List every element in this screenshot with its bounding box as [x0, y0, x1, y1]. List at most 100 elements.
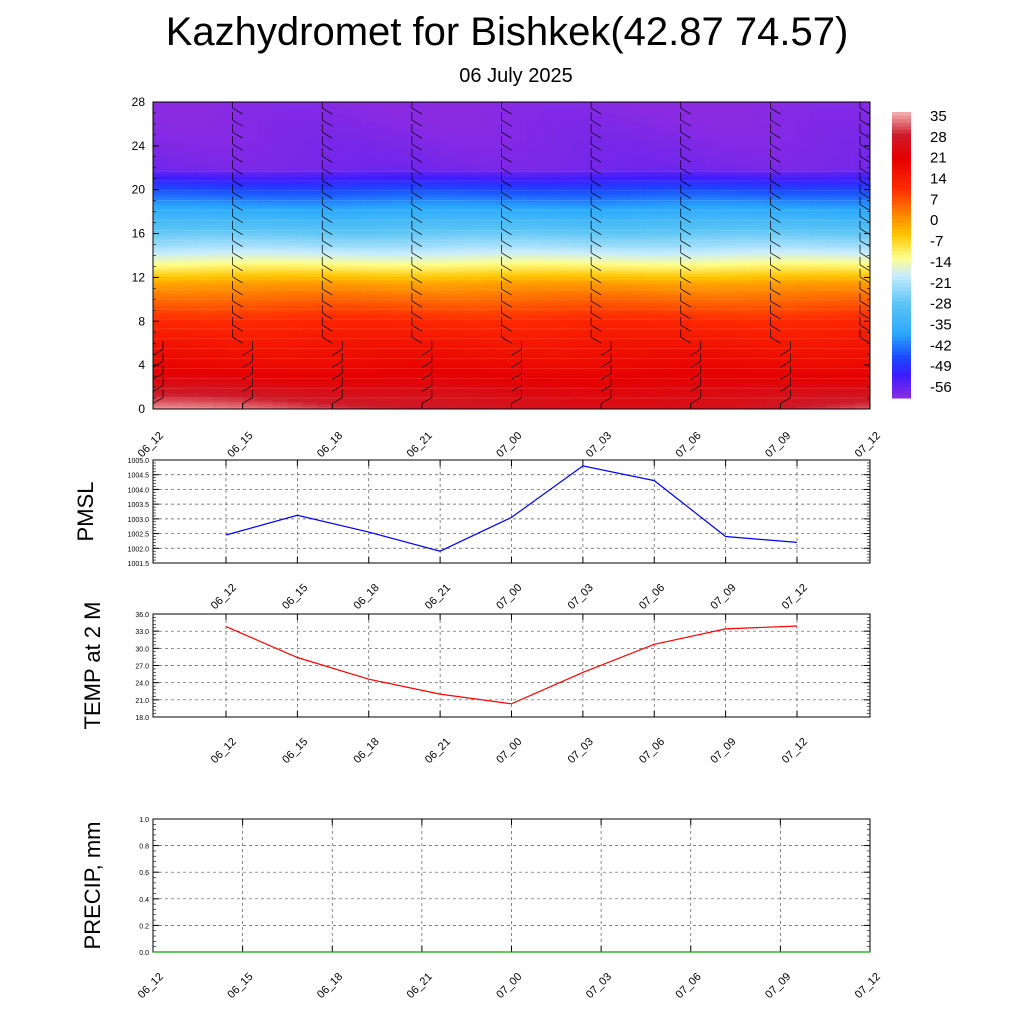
heatmap-cell: [481, 112, 498, 116]
heatmap-cell: [556, 385, 572, 390]
heatmap-cell: [212, 275, 229, 280]
heatmap-cell: [496, 319, 513, 323]
heatmap-cell: [735, 171, 752, 175]
heatmap-cell: [212, 168, 229, 172]
heatmap-cell: [556, 181, 572, 185]
heatmap-cell: [182, 183, 199, 188]
heatmap-cell: [750, 375, 767, 379]
heatmap-cell: [317, 319, 333, 323]
heatmap-cell: [496, 298, 513, 303]
heatmap-cell: [227, 355, 244, 359]
heatmap-cell: [645, 322, 662, 326]
heatmap-cell: [197, 242, 214, 246]
heatmap-cell: [272, 347, 289, 351]
heatmap-cell: [406, 178, 423, 182]
heatmap-cell: [332, 171, 348, 175]
heatmap-cell: [317, 401, 333, 405]
heatmap-cell: [153, 342, 169, 346]
heatmap-cell: [272, 148, 289, 152]
heatmap-cell: [571, 398, 587, 402]
heatmap-cell: [571, 263, 587, 267]
heatmap-cell: [347, 255, 363, 259]
heatmap-cell: [631, 283, 647, 287]
heatmap-cell: [511, 339, 528, 344]
heatmap-cell: [720, 153, 737, 157]
heatmap-cell: [167, 165, 184, 170]
heatmap-cell: [182, 188, 199, 193]
heatmap-cell: [153, 352, 169, 356]
heatmap-cell: [645, 334, 662, 338]
heatmap-cell: [660, 104, 677, 108]
heatmap-cell: [197, 173, 214, 177]
heatmap-cell: [511, 219, 528, 223]
heatmap-cell: [362, 104, 378, 108]
heatmap-cell: [466, 102, 483, 106]
heatmap-cell: [601, 186, 617, 190]
heatmap-cell: [421, 329, 438, 333]
heatmap-cell: [616, 224, 632, 228]
heatmap-cell: [586, 342, 602, 346]
heatmap-cell: [705, 178, 722, 182]
heatmap-cell: [406, 117, 423, 121]
heatmap-cell: [556, 265, 572, 269]
heatmap-cell: [212, 283, 229, 287]
heatmap-cell: [287, 396, 303, 400]
heatmap-cell: [645, 350, 662, 354]
heatmap-cell: [720, 194, 737, 198]
heatmap-cell: [227, 114, 244, 118]
heatmap-cell: [496, 362, 513, 367]
heatmap-cell: [526, 391, 542, 395]
heatmap-cell: [601, 173, 617, 177]
heatmap-cell: [167, 304, 184, 308]
heatmap-cell: [272, 339, 289, 344]
heatmap-cell: [167, 334, 184, 338]
heatmap-cell: [705, 398, 722, 402]
heatmap-cell: [153, 319, 169, 323]
heatmap-cell: [690, 125, 707, 129]
heatmap-cell: [167, 153, 184, 157]
heatmap-cell: [332, 327, 348, 331]
heatmap-cell: [167, 393, 184, 397]
heatmap-cell: [197, 314, 214, 318]
heatmap-cell: [675, 281, 692, 285]
heatmap-cell: [421, 283, 438, 287]
heatmap-cell: [720, 403, 737, 408]
heatmap-cell: [347, 324, 363, 328]
heatmap-cell: [287, 153, 303, 157]
heatmap-cell: [660, 250, 677, 254]
heatmap-cell: [601, 119, 617, 124]
heatmap-cell: [571, 168, 587, 172]
heatmap-cell: [167, 275, 184, 280]
heatmap-cell: [616, 396, 632, 400]
heatmap-cell: [466, 206, 483, 211]
heatmap-cell: [153, 171, 169, 175]
heatmap-cell: [332, 306, 348, 310]
heatmap-cell: [332, 102, 348, 106]
heatmap-cell: [287, 163, 303, 167]
heatmap-cell: [660, 385, 677, 390]
heatmap-cell: [287, 150, 303, 154]
heatmap-cell: [601, 104, 617, 108]
heatmap-cell: [257, 158, 274, 162]
heatmap-cell: [257, 181, 274, 185]
heatmap-cell: [765, 373, 781, 377]
heatmap-cell: [735, 291, 752, 295]
heatmap-cell: [272, 370, 289, 374]
heatmap-cell: [287, 319, 303, 323]
heatmap-cell: [362, 199, 378, 203]
heatmap-cell: [586, 186, 602, 190]
heatmap-cell: [586, 114, 602, 118]
heatmap-cell: [466, 275, 483, 280]
heatmap-cell: [556, 370, 572, 374]
heatmap-cell: [362, 391, 378, 395]
heatmap-cell: [272, 153, 289, 157]
heatmap-cell: [660, 388, 677, 392]
heatmap-cell: [556, 263, 572, 267]
heatmap-cell: [436, 150, 453, 154]
heatmap-cell: [436, 352, 453, 356]
heatmap-cell: [765, 388, 781, 392]
heatmap-cell: [182, 140, 199, 144]
heatmap-cell: [571, 373, 587, 377]
heatmap-cell: [421, 293, 438, 298]
heatmap-cell: [392, 286, 408, 290]
